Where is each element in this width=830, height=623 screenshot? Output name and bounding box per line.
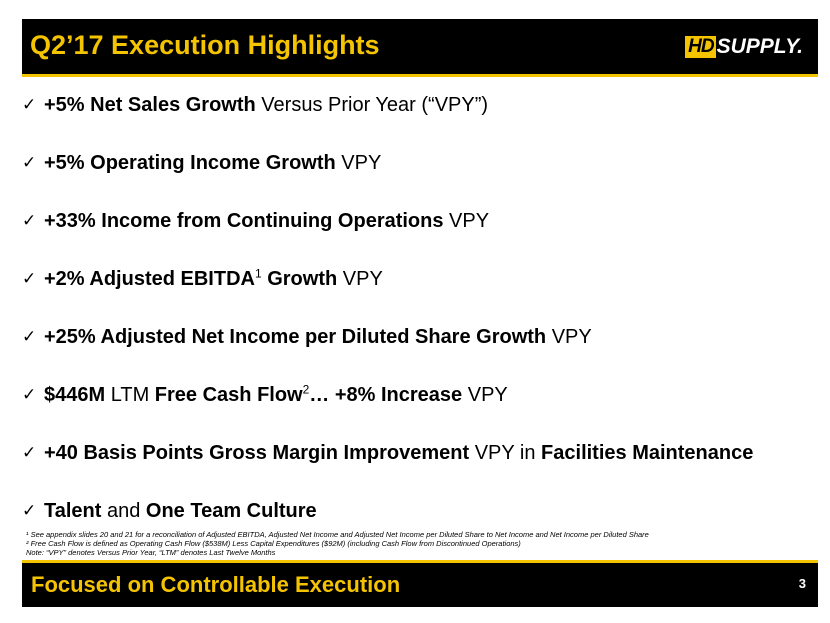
highlight-text: and	[101, 500, 146, 522]
check-icon: ✓	[22, 95, 37, 114]
logo-hd-mark: HD	[685, 36, 716, 58]
highlight-text: VPY in	[469, 442, 542, 464]
highlight-text: +33% Income from Continuing Operations	[44, 210, 444, 232]
highlight-item: ✓ +2% Adjusted EBITDA1 Growth VPY	[22, 264, 383, 294]
highlight-text: +2% Adjusted EBITDA	[44, 268, 255, 290]
highlight-text: LTM	[105, 384, 155, 406]
highlight-text: VPY	[337, 268, 383, 290]
highlight-text: +40 Basis Points Gross Margin Improvemen…	[44, 442, 470, 464]
highlight-item: ✓ $446M LTM Free Cash Flow2… +8% Increase…	[22, 380, 508, 410]
highlight-item: ✓ +5% Operating Income Growth VPY	[22, 148, 381, 178]
highlight-item: ✓ +5% Net Sales Growth Versus Prior Year …	[22, 90, 488, 120]
highlight-text: Growth	[261, 268, 338, 290]
highlight-item: ✓ +33% Income from Continuing Operations …	[22, 206, 489, 236]
check-icon: ✓	[22, 385, 37, 404]
check-icon: ✓	[22, 501, 37, 520]
footer-bar: Focused on Controllable Execution 3	[22, 563, 818, 607]
check-icon: ✓	[22, 211, 37, 230]
footer-tagline: Focused on Controllable Execution	[31, 572, 401, 597]
check-icon: ✓	[22, 327, 37, 346]
highlight-text: Talent	[44, 500, 102, 522]
highlight-text: Free Cash Flow	[154, 384, 303, 406]
footnotes: ¹ See appendix slides 20 and 21 for a re…	[26, 530, 806, 557]
highlight-text: 2	[302, 382, 310, 397]
highlight-item: ✓ +25% Adjusted Net Income per Diluted Sh…	[22, 322, 592, 352]
footnote-1: ¹ See appendix slides 20 and 21 for a re…	[26, 530, 649, 539]
check-icon: ✓	[22, 153, 37, 172]
header-bar: Q2’17 Execution Highlights HD SUPPLY.	[22, 19, 818, 74]
highlight-item: ✓ Talent and One Team Culture	[22, 496, 317, 526]
highlight-item: ✓ +40 Basis Points Gross Margin Improveme…	[22, 438, 753, 468]
footer-divider	[22, 560, 818, 563]
highlight-text: Versus Prior Year (“VPY”)	[255, 94, 489, 116]
check-icon: ✓	[22, 443, 37, 462]
highlight-text: VPY	[443, 210, 490, 232]
highlight-text: 1	[254, 266, 262, 281]
highlight-text: VPY	[335, 152, 382, 174]
highlight-text: … +8% Increase	[309, 384, 463, 406]
footnote-2: ² Free Cash Flow is defined as Operating…	[26, 539, 521, 548]
highlight-text: +5% Net Sales Growth	[44, 94, 256, 116]
highlight-text: +5% Operating Income Growth	[44, 152, 336, 174]
logo-wordmark: SUPPLY.	[716, 35, 803, 58]
highlight-text: Facilities Maintenance	[541, 442, 754, 464]
page-title: Q2’17 Execution Highlights	[30, 30, 380, 60]
highlight-text: +25% Adjusted Net Income per Diluted Sha…	[44, 326, 547, 348]
page-number: 3	[798, 576, 806, 591]
company-logo: HD SUPPLY.	[685, 33, 803, 61]
check-icon: ✓	[22, 269, 37, 288]
footnote-note: Note: “VPY” denotes Versus Prior Year, “…	[26, 548, 276, 557]
highlight-text: $446M	[44, 384, 106, 406]
highlight-text: One Team Culture	[145, 500, 317, 522]
highlight-text: VPY	[546, 326, 592, 348]
header-divider	[22, 74, 818, 77]
highlight-text: VPY	[462, 384, 508, 406]
